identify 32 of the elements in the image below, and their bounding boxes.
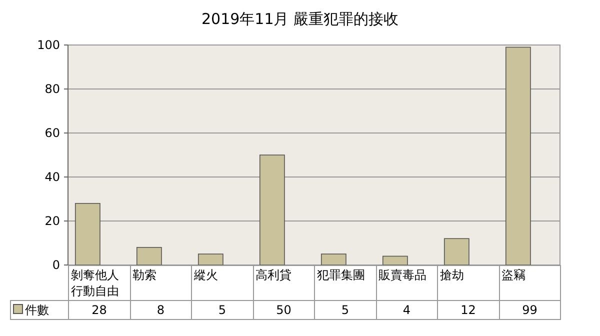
data-label: 99 xyxy=(499,300,560,320)
y-tick-label: 80 xyxy=(44,82,60,96)
bar xyxy=(444,238,470,266)
data-label: 5 xyxy=(192,300,253,320)
data-label: 8 xyxy=(130,300,192,320)
x-tick-label: 販賣毒品 xyxy=(376,266,438,300)
x-tick-label: 剝奪他人行動自由 xyxy=(68,266,130,300)
y-tick-label: 20 xyxy=(44,214,60,228)
bar xyxy=(198,254,224,266)
bar xyxy=(259,154,285,266)
legend-label: 件數 xyxy=(10,300,68,320)
bar xyxy=(74,203,100,266)
bar xyxy=(382,256,408,266)
data-label: 12 xyxy=(438,300,499,320)
x-tick-label: 搶劫 xyxy=(438,266,499,300)
x-tick-label: 犯罪集團 xyxy=(314,266,376,300)
data-label: 50 xyxy=(253,300,314,320)
y-tick-label: 0 xyxy=(52,258,60,272)
x-tick-label: 盜竊 xyxy=(499,266,560,300)
bar xyxy=(505,46,531,266)
y-tick-label: 60 xyxy=(44,126,60,140)
chart-title: 2019年11月 嚴重犯罪的接收 xyxy=(201,10,399,28)
y-tick-label: 40 xyxy=(44,170,60,184)
data-label: 28 xyxy=(68,300,130,320)
data-label: 4 xyxy=(376,300,438,320)
x-tick-label: 縱火 xyxy=(192,266,253,300)
x-tick-label: 高利貸 xyxy=(253,266,314,300)
y-tick-label: 100 xyxy=(37,38,60,52)
data-label: 5 xyxy=(314,300,376,320)
bar xyxy=(136,247,162,266)
x-tick-label: 勒索 xyxy=(130,266,192,300)
bar xyxy=(320,254,346,266)
